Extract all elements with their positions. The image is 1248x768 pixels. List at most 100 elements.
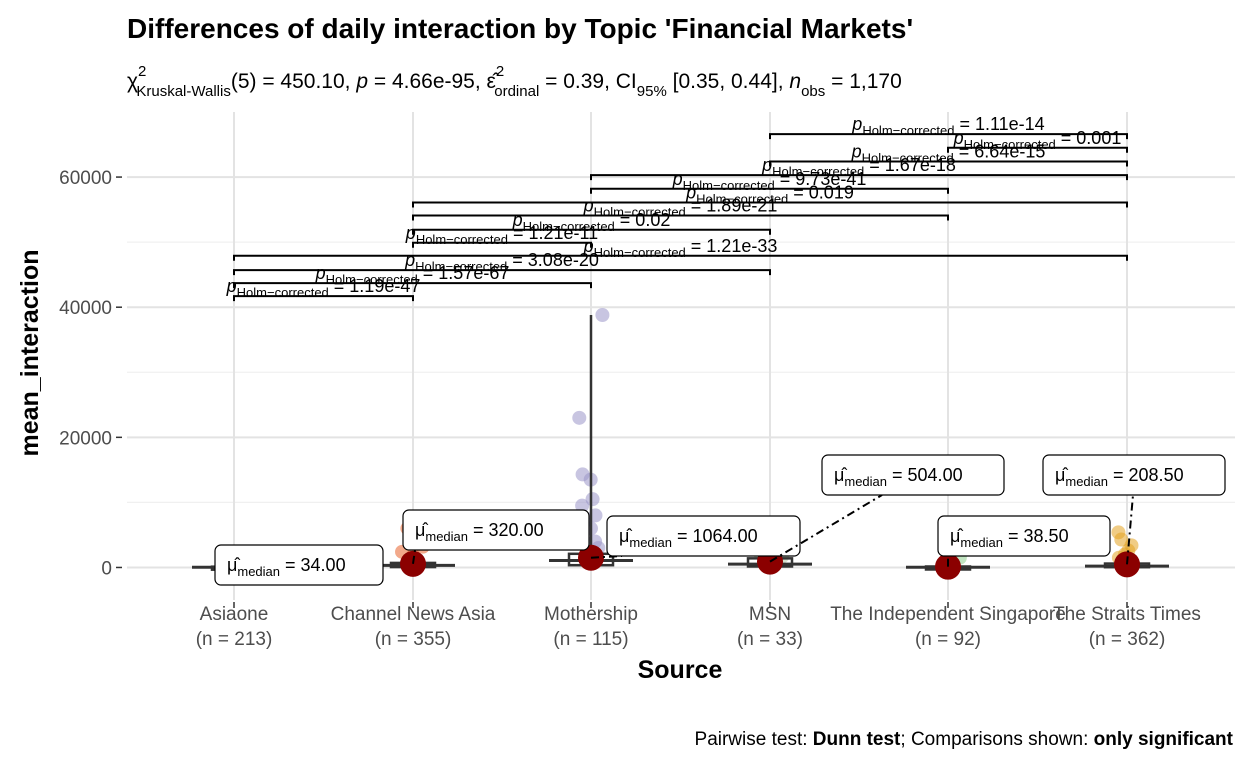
median-label-box bbox=[821, 454, 1005, 496]
comparison-p-subscript: Holm−corrected bbox=[523, 219, 615, 234]
comparison-bracket bbox=[412, 241, 592, 248]
median-value: = 1064.00 bbox=[672, 526, 758, 546]
data-point bbox=[575, 498, 590, 513]
subtitle-df-stat: (5) = 450.10, bbox=[231, 70, 357, 93]
comparison-p-value: = 9.73e-41 bbox=[775, 169, 867, 189]
comparison-p-symbol: p bbox=[404, 250, 415, 270]
chart-subtitle: χ2 Kruskal-Wallis(5) = 450.10, p = 4.66e-… bbox=[127, 63, 902, 100]
comparison-p-symbol: p bbox=[583, 236, 594, 256]
comparison-label: pHolm−corrected = 1.11e-14 bbox=[851, 114, 1044, 138]
comparison-p-value: = 1.67e-18 bbox=[864, 155, 956, 175]
median-subscript: median bbox=[237, 564, 280, 579]
x-axis: Asiaone (n = 213) Channel News Asia (n = 35… bbox=[196, 602, 1201, 650]
comparison-p-value: = 1.89e-21 bbox=[686, 195, 778, 215]
x-tick-count: (n = 355) bbox=[375, 629, 452, 650]
median-label-box bbox=[606, 515, 801, 557]
x-tick-label: The Independent Singapore bbox=[830, 604, 1066, 625]
median-label: μ̂median = 504.00 bbox=[834, 465, 963, 489]
subtitle-ci-value: [0.35, 0.44], bbox=[667, 70, 790, 93]
comparison-p-subscript: Holm−corrected bbox=[862, 123, 954, 138]
subtitle-chi: χ bbox=[127, 70, 138, 93]
x-tick-label: Asiaone bbox=[200, 604, 269, 625]
median-value: = 38.50 bbox=[1003, 526, 1069, 546]
subtitle-p-symbol: p bbox=[355, 70, 368, 93]
comparison-p-subscript: Holm−corrected bbox=[683, 178, 775, 193]
comparison-p-subscript: Holm−corrected bbox=[237, 285, 329, 300]
comparison-bracket bbox=[947, 146, 1128, 153]
median-value: = 34.00 bbox=[280, 555, 346, 575]
comparison-bracket bbox=[412, 201, 1128, 208]
comparison-p-subscript: Holm−corrected bbox=[326, 272, 418, 287]
comparison-label: pHolm−corrected = 6.64e-15 bbox=[851, 141, 1046, 165]
x-tick-count: (n = 115) bbox=[553, 629, 628, 650]
median-label: μ̂median = 320.00 bbox=[415, 520, 544, 544]
median-label-box bbox=[402, 509, 590, 551]
comparison-label: pHolm−corrected = 1.21e-11 bbox=[405, 223, 598, 247]
y-axis: 0 20000 40000 60000 bbox=[59, 168, 122, 579]
subtitle-p-value: = 4.66e-95, bbox=[368, 70, 487, 93]
comparison-bracket bbox=[769, 133, 1128, 140]
y-tick-label: 0 bbox=[101, 558, 112, 579]
comparison-p-value: = 0.019 bbox=[788, 182, 854, 202]
data-point bbox=[595, 308, 610, 323]
median-label-box bbox=[214, 544, 384, 586]
comparison-p-symbol: p bbox=[512, 210, 523, 230]
comparison-p-subscript: Holm−corrected bbox=[594, 245, 686, 260]
caption-shown: only significant bbox=[1094, 729, 1234, 750]
comparison-p-symbol: p bbox=[953, 128, 964, 148]
comparison-p-symbol: p bbox=[583, 195, 594, 215]
median-label-box bbox=[937, 515, 1111, 557]
subtitle-effect-name: ordinal bbox=[494, 83, 539, 100]
x-tick-label: Mothership bbox=[544, 604, 638, 625]
comparison-label: pHolm−corrected = 0.001 bbox=[953, 128, 1122, 152]
comparison-p-subscript: Holm−corrected bbox=[964, 137, 1056, 152]
comparison-bracket bbox=[233, 269, 771, 276]
comparison-p-value: = 1.11e-14 bbox=[954, 114, 1044, 134]
caption-prefix: Pairwise test: bbox=[695, 729, 813, 750]
y-tick-label: 20000 bbox=[59, 428, 112, 449]
data-point bbox=[585, 492, 600, 507]
comparison-bracket bbox=[412, 214, 949, 221]
pairwise-comparisons: pHolm−corrected = 1.19e-47pHolm−correcte… bbox=[226, 114, 1128, 302]
comparison-label: pHolm−corrected = 1.57e-67 bbox=[315, 263, 510, 287]
median-label: μ̂median = 208.50 bbox=[1055, 465, 1184, 489]
subtitle-test-name: Kruskal-Wallis bbox=[136, 83, 230, 100]
x-tick-label: The Straits Times bbox=[1053, 604, 1201, 625]
median-label: μ̂median = 34.00 bbox=[227, 555, 346, 579]
comparison-bracket bbox=[233, 295, 414, 302]
median-label: μ̂median = 38.50 bbox=[950, 526, 1069, 550]
median-subscript: median bbox=[629, 535, 672, 550]
median-subscript: median bbox=[425, 529, 468, 544]
median-value: = 208.50 bbox=[1108, 465, 1184, 485]
comparison-bracket bbox=[590, 187, 949, 194]
comparison-p-symbol: p bbox=[685, 182, 696, 202]
y-axis-title: mean_interaction bbox=[16, 249, 44, 456]
comparison-bracket bbox=[412, 228, 771, 235]
comparison-p-subscript: Holm−corrected bbox=[772, 164, 864, 179]
median-labels: μ̂median = 34.00μ̂median = 320.00 μ̂media… bbox=[214, 454, 1226, 586]
comparison-p-subscript: Holm−corrected bbox=[416, 232, 508, 247]
data-point bbox=[572, 410, 587, 425]
comparison-p-value: = 1.21e-33 bbox=[686, 236, 778, 256]
caption-middle: ; Comparisons shown: bbox=[900, 729, 1093, 750]
subtitle-chi-sup: 2 bbox=[138, 63, 146, 80]
comparison-label: pHolm−corrected = 0.019 bbox=[685, 182, 854, 206]
median-mu-symbol: μ̂ bbox=[227, 555, 240, 575]
x-tick-count: (n = 92) bbox=[915, 629, 981, 650]
subtitle-n-name: obs bbox=[801, 83, 825, 100]
subtitle-n-symbol: n bbox=[789, 70, 801, 93]
comparison-p-value: = 6.64e-15 bbox=[954, 141, 1046, 161]
median-subscript: median bbox=[844, 474, 887, 489]
comparison-p-value: = 0.001 bbox=[1056, 128, 1122, 148]
x-axis-title: Source bbox=[638, 656, 723, 684]
median-value: = 320.00 bbox=[468, 520, 544, 540]
subtitle-effect-value: = 0.39, CI bbox=[539, 70, 636, 93]
median-label-leader bbox=[1126, 494, 1134, 565]
comparison-p-symbol: p bbox=[672, 169, 683, 189]
comparison-p-subscript: Holm−corrected bbox=[594, 204, 686, 219]
comparison-label: pHolm−corrected = 1.67e-18 bbox=[761, 155, 956, 179]
comparison-p-symbol: p bbox=[851, 141, 862, 161]
median-label-leader bbox=[769, 494, 883, 563]
comparison-label: pHolm−corrected = 9.73e-41 bbox=[672, 169, 867, 193]
median-mu-symbol: μ̂ bbox=[950, 526, 963, 546]
